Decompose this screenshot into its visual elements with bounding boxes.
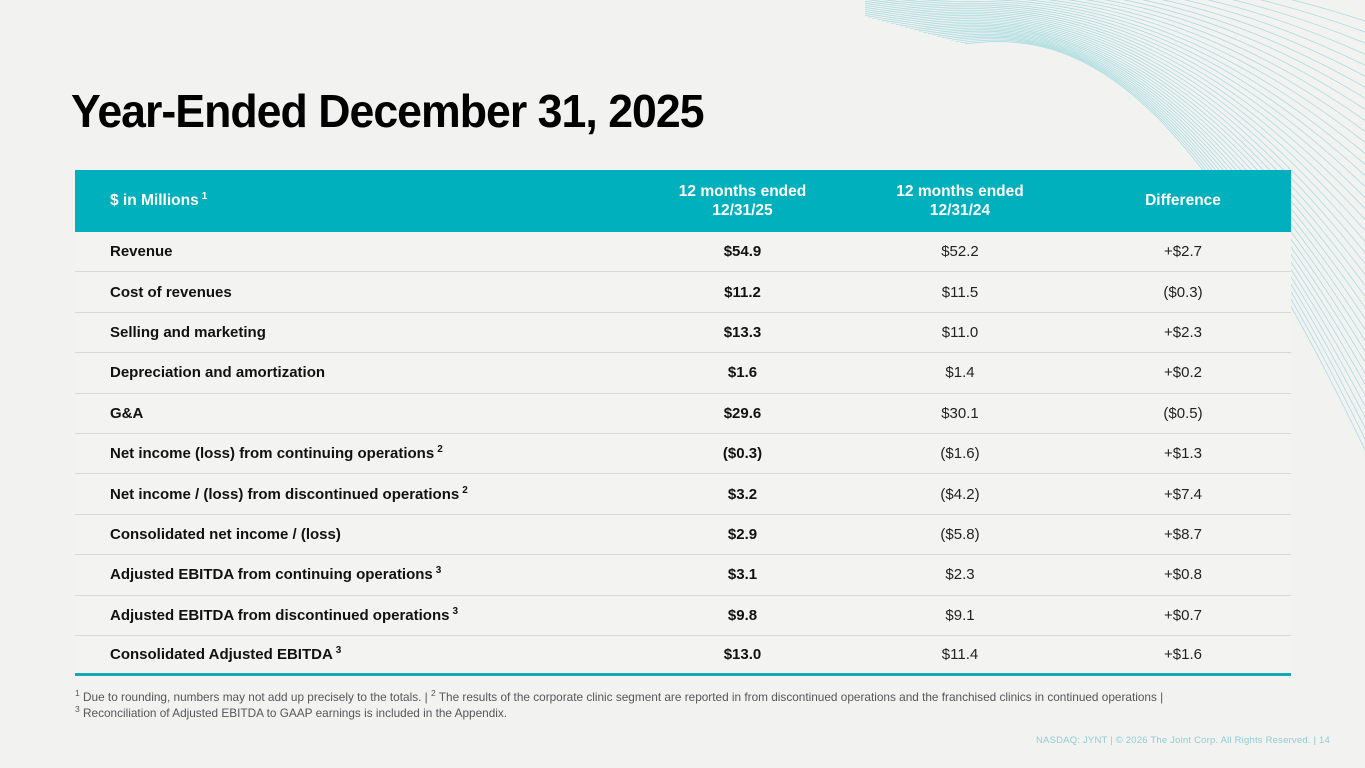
- value-difference: +$1.6: [1164, 646, 1202, 664]
- financial-results-table: $ in Millions 1 12 months ended 12/31/25 …: [75, 170, 1291, 677]
- value-2024: $9.1: [945, 606, 975, 624]
- value-2024: $11.5: [941, 283, 979, 301]
- value-difference: +$2.7: [1164, 243, 1202, 261]
- footnote-1-text: Due to rounding, numbers may not add up …: [79, 690, 432, 704]
- row-label: Adjusted EBITDA from discontinued operat…: [110, 606, 450, 624]
- table-row-depreciation-and-amortization: Depreciation and amortization $1.6 $1.4 …: [75, 353, 1291, 394]
- value-2025: ($0.3): [722, 445, 763, 463]
- value-2024: $11.0: [941, 323, 979, 341]
- value-difference: +$0.8: [1164, 566, 1202, 584]
- value-difference: +$7.4: [1164, 485, 1202, 503]
- value-difference: +$2.3: [1164, 323, 1202, 341]
- table-row-adjusted-ebitda-discontinued: Adjusted EBITDA from discontinued operat…: [75, 595, 1291, 636]
- row-label: Selling and marketing: [110, 323, 266, 341]
- value-2024: ($1.6): [940, 445, 980, 463]
- row-label: Cost of revenues: [110, 283, 232, 301]
- table-row-net-income-continuing: Net income (loss) from continuing operat…: [75, 433, 1291, 475]
- table-row-adjusted-ebitda-continuing: Adjusted EBITDA from continuing operatio…: [75, 555, 1291, 596]
- table-row-consolidated-net-income: Consolidated net income / (loss) $2.9 ($…: [75, 514, 1291, 556]
- table-row-net-income-discontinued: Net income / (loss) from discontinued op…: [75, 474, 1291, 515]
- row-superscript: 2: [437, 444, 443, 456]
- value-2025: $11.2: [724, 283, 761, 301]
- row-label: Net income / (loss) from discontinued op…: [110, 485, 460, 503]
- row-label: Consolidated Adjusted EBITDA: [110, 646, 333, 664]
- header-2024-line2: 12/31/24: [929, 202, 991, 219]
- value-2025: $3.1: [727, 566, 758, 584]
- value-2024: ($4.2): [940, 485, 980, 503]
- value-2025: $2.9: [727, 525, 758, 543]
- row-superscript: 3: [335, 645, 342, 657]
- table-header-row: $ in Millions 1 12 months ended 12/31/25 …: [75, 170, 1291, 232]
- value-2025: $3.2: [727, 485, 758, 503]
- row-superscript: 3: [435, 565, 442, 577]
- header-cell-difference: Difference: [1075, 191, 1291, 210]
- value-difference: +$0.2: [1164, 364, 1202, 382]
- value-2024: $2.3: [945, 566, 975, 584]
- value-difference: +$1.3: [1164, 445, 1202, 463]
- footnote-3-superscript: 3: [75, 704, 80, 714]
- footnote-2-superscript: 2: [431, 688, 436, 699]
- table-row-selling-and-marketing: Selling and marketing $13.3 $11.0 +$2.3: [75, 312, 1291, 354]
- row-superscript: 2: [462, 484, 468, 496]
- footer-text: NASDAQ: JYNT | © 2026 The Joint Corp. Al…: [1035, 735, 1330, 746]
- value-2024: ($5.8): [940, 525, 980, 543]
- slide-title: Year-Ended December 31, 2025: [71, 85, 705, 137]
- header-2024-line1: 12 months ended: [896, 182, 1024, 200]
- table-row-g-and-a: G&A $29.6 $30.1 ($0.5): [75, 393, 1291, 434]
- value-2025: $13.3: [723, 323, 762, 341]
- footnote-line-1: 1 Due to rounding, numbers may not add u…: [75, 688, 1295, 706]
- row-label: Adjusted EBITDA from continuing operatio…: [110, 566, 433, 584]
- header-label-superscript: 1: [201, 190, 208, 202]
- value-2024: $11.4: [941, 646, 979, 664]
- value-2025: $13.0: [723, 646, 762, 664]
- value-2024: $52.2: [941, 243, 979, 261]
- table-row-cost-of-revenues: Cost of revenues $11.2 $11.5 ($0.3): [75, 272, 1291, 313]
- header-cell-12-months-ended-2025: 12 months ended 12/31/25: [640, 182, 845, 221]
- header-difference-label: Difference: [1145, 192, 1221, 210]
- row-label: Net income (loss) from continuing operat…: [110, 445, 435, 463]
- row-label: Depreciation and amortization: [110, 364, 326, 382]
- table-row-consolidated-adjusted-ebitda: Consolidated Adjusted EBITDA 3 $13.0 $11.…: [75, 635, 1291, 677]
- row-label: G&A: [110, 404, 144, 422]
- value-2025: $9.8: [727, 606, 758, 624]
- value-difference: +$0.7: [1164, 606, 1202, 624]
- value-2024: $30.1: [941, 404, 979, 422]
- footnote-3-text: Reconciliation of Adjusted EBITDA to GAA…: [79, 705, 508, 720]
- header-2025-line2: 12/31/25: [712, 202, 773, 219]
- header-2025-line1: 12 months ended: [678, 182, 807, 200]
- footnote-line-2: 3 Reconciliation of Adjusted EBITDA to G…: [75, 704, 1295, 722]
- footnote-1-superscript: 1: [75, 688, 80, 699]
- value-2024: $1.4: [945, 364, 975, 382]
- value-difference: ($0.5): [1163, 404, 1203, 422]
- row-label: Consolidated net income / (loss): [110, 525, 341, 543]
- value-difference: +$8.7: [1164, 525, 1202, 543]
- value-2025: $1.6: [727, 364, 758, 382]
- table-row-revenue: Revenue $54.9 $52.2 +$2.7: [75, 232, 1291, 273]
- value-2025: $54.9: [723, 243, 762, 261]
- value-difference: ($0.3): [1163, 283, 1203, 301]
- header-label-text: $ in Millions: [110, 192, 199, 209]
- value-2025: $29.6: [723, 404, 762, 422]
- row-label: Revenue: [110, 243, 173, 261]
- row-superscript: 3: [452, 605, 459, 617]
- header-cell-label: $ in Millions 1: [75, 190, 640, 210]
- header-cell-12-months-ended-2024: 12 months ended 12/31/24: [845, 182, 1075, 221]
- footnotes: 1 Due to rounding, numbers may not add u…: [75, 688, 1295, 722]
- footnote-2-text: The results of the corporate clinic segm…: [435, 690, 1164, 704]
